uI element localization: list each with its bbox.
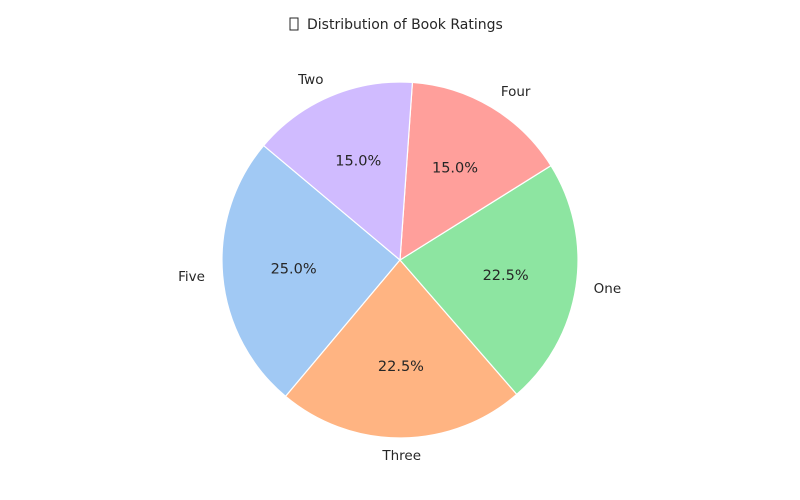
pie-label-one: One xyxy=(594,281,622,297)
pie-slice-three xyxy=(284,259,518,439)
pie-percent-one: 22.5% xyxy=(483,268,529,284)
chart-title: Distribution of Book Ratings xyxy=(289,17,503,33)
pie-labels: Five 25.0% Three 22.5% One 22.5% Four 15.0% Two 1… xyxy=(178,72,621,464)
pie-label-four: Four xyxy=(501,84,531,100)
pie-slice-one xyxy=(399,164,579,396)
pie-slice-two xyxy=(262,81,414,262)
pie-label-two: Two xyxy=(297,72,323,88)
pie-slices xyxy=(221,81,579,439)
pie-slice-five xyxy=(221,144,401,398)
missing-glyph-icon xyxy=(289,17,299,31)
pie-percent-two: 15.0% xyxy=(335,154,381,170)
pie-percent-five: 25.0% xyxy=(271,261,317,277)
pie-label-three: Three xyxy=(381,448,421,464)
pie-label-five: Five xyxy=(178,269,205,285)
pie-percent-three: 22.5% xyxy=(378,359,424,375)
pie-slice-four xyxy=(399,81,552,262)
chart-title-text: Distribution of Book Ratings xyxy=(307,17,503,33)
pie-percent-four: 15.0% xyxy=(432,160,478,176)
